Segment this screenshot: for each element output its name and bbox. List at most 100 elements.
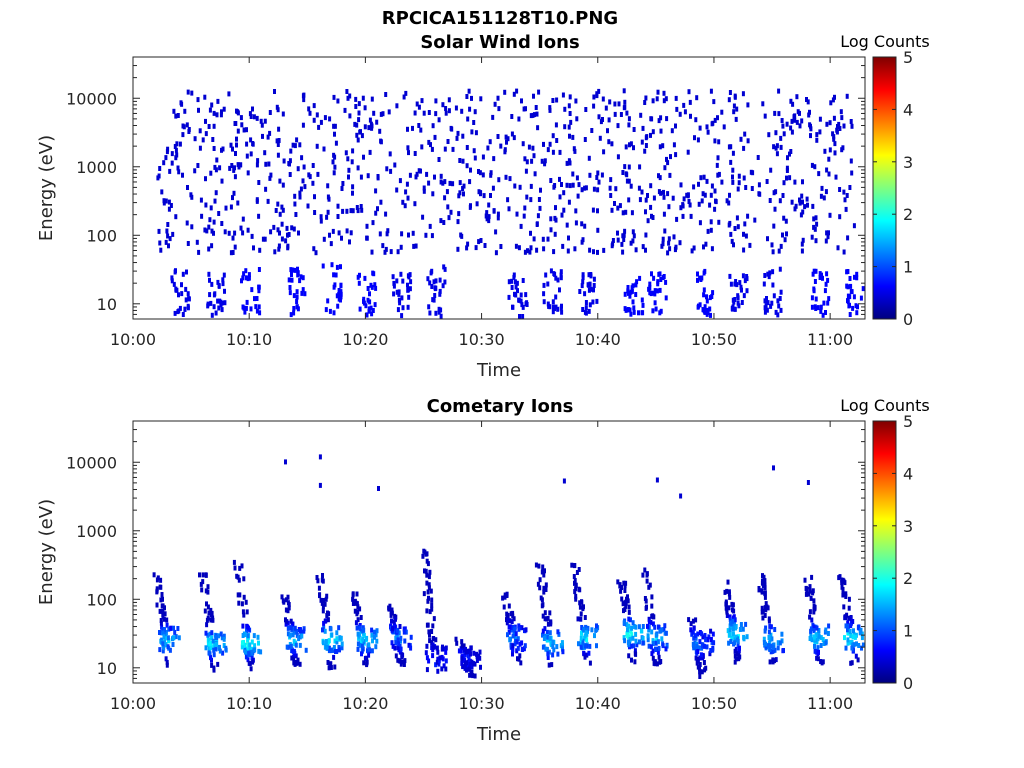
spectrogram-cell [233,230,237,236]
spectrogram-cell [549,268,553,274]
spectrogram-cell [850,170,854,176]
spectrogram-cell [812,634,816,640]
spectrogram-cell [465,667,468,673]
spectrogram-cell [472,650,476,656]
spectrogram-cell [708,306,712,312]
spectrogram-cell [241,216,245,222]
spectrogram-cell [658,175,662,181]
spectrogram-cell [195,239,199,245]
spectrogram-cell [848,302,851,308]
spectrogram-cell [337,230,341,236]
spectrogram-cell [679,205,683,211]
spectrogram-cell [543,568,546,574]
spectrogram-cell [462,191,465,197]
spectrogram-cell [634,638,638,644]
spectrogram-cell [737,180,741,186]
spectrogram-cell [201,572,205,578]
spectrogram-cell [769,632,773,638]
spectrogram-cell [512,274,516,280]
spectrogram-cell [361,95,365,101]
spectrogram-cell [333,131,336,137]
spectrogram-cell [662,90,666,96]
spectrogram-cell [334,272,338,278]
spectrogram-cell [771,282,775,288]
spectrogram-cell [770,636,774,642]
spectrogram-cell [629,141,633,147]
spectrogram-cell [454,636,458,642]
spectrogram-cell [370,125,374,131]
spectrogram-cell [702,244,705,250]
spectrogram-cell [213,198,217,204]
spectrogram-cell [741,91,745,97]
spectrogram-cell [627,290,630,296]
spectrogram-cell [232,559,236,565]
spectrogram-cell [575,175,579,181]
spectrogram-cell [209,655,212,661]
spectrogram-cell [242,576,246,582]
spectrogram-cell [731,631,735,637]
spectrogram-cell [654,640,658,646]
spectrogram-cell [426,598,430,604]
spectrogram-cell [762,281,766,287]
spectrogram-cell [406,273,410,279]
spectrogram-cell [809,123,812,129]
spectrogram-cell [734,625,738,631]
spectrogram-cell [511,651,514,657]
spectrogram-cell [257,304,261,310]
spectrogram-cell [574,208,578,214]
spectrogram-cell [702,292,706,298]
spectrogram-cell [220,635,224,641]
spectrogram-cell [732,299,736,305]
spectrogram-cell [370,96,374,102]
spectrogram-cell [529,183,533,189]
spectrogram-cell [736,642,740,648]
spectrogram-cell [541,236,545,242]
x-tick-label: 10:20 [342,694,388,713]
spectrogram-cell [395,289,399,295]
spectrogram-cell [679,182,683,188]
spectrogram-cell [813,164,817,170]
spectrogram-cell [703,268,707,274]
spectrogram-cell [404,90,408,96]
spectrogram-cell [810,304,814,310]
spectrogram-cell [529,245,533,251]
spectrogram-cell [538,205,542,211]
spectrogram-cell [161,648,165,654]
spectrogram-cell [535,247,539,253]
spectrogram-cell [552,647,556,653]
spectrogram-cell [626,627,629,633]
spectrogram-cell [259,649,263,655]
spectrogram-cell [698,220,702,226]
spectrogram-cell [217,283,221,289]
spectrogram-cell [401,199,405,205]
spectrogram-cell [425,643,429,649]
spectrogram-cell [698,662,702,667]
spectrogram-cell [166,233,170,239]
spectrogram-cell [393,645,397,651]
spectrogram-cell [824,281,828,287]
spectrogram-cell [406,287,410,293]
spectrogram-cell [351,592,355,598]
spectrogram-cell [295,632,299,638]
spectrogram-cell [375,628,379,634]
spectrogram-cell [478,655,482,661]
spectrogram-cell [815,655,819,661]
spectrogram-cell [696,658,700,664]
spectrogram-cell [365,223,369,229]
spectrogram-cell [210,102,214,108]
spectrogram-cell [705,124,709,130]
spectrogram-cell [240,278,243,284]
spectrogram-cell [523,249,527,255]
spectrogram-cell [580,625,584,630]
spectrogram-cell [521,278,525,283]
spectrogram-cell [433,174,436,180]
spectrogram-cell [829,100,833,106]
spectrogram-cell [588,643,592,649]
spectrogram-cell [634,631,638,637]
spectrogram-cell [844,623,848,629]
spectrogram-cell [738,645,741,651]
spectrogram-cell [824,640,828,646]
spectrogram-cell [726,579,730,585]
spectrogram-cell [544,582,548,588]
spectrogram-cell [580,283,584,289]
